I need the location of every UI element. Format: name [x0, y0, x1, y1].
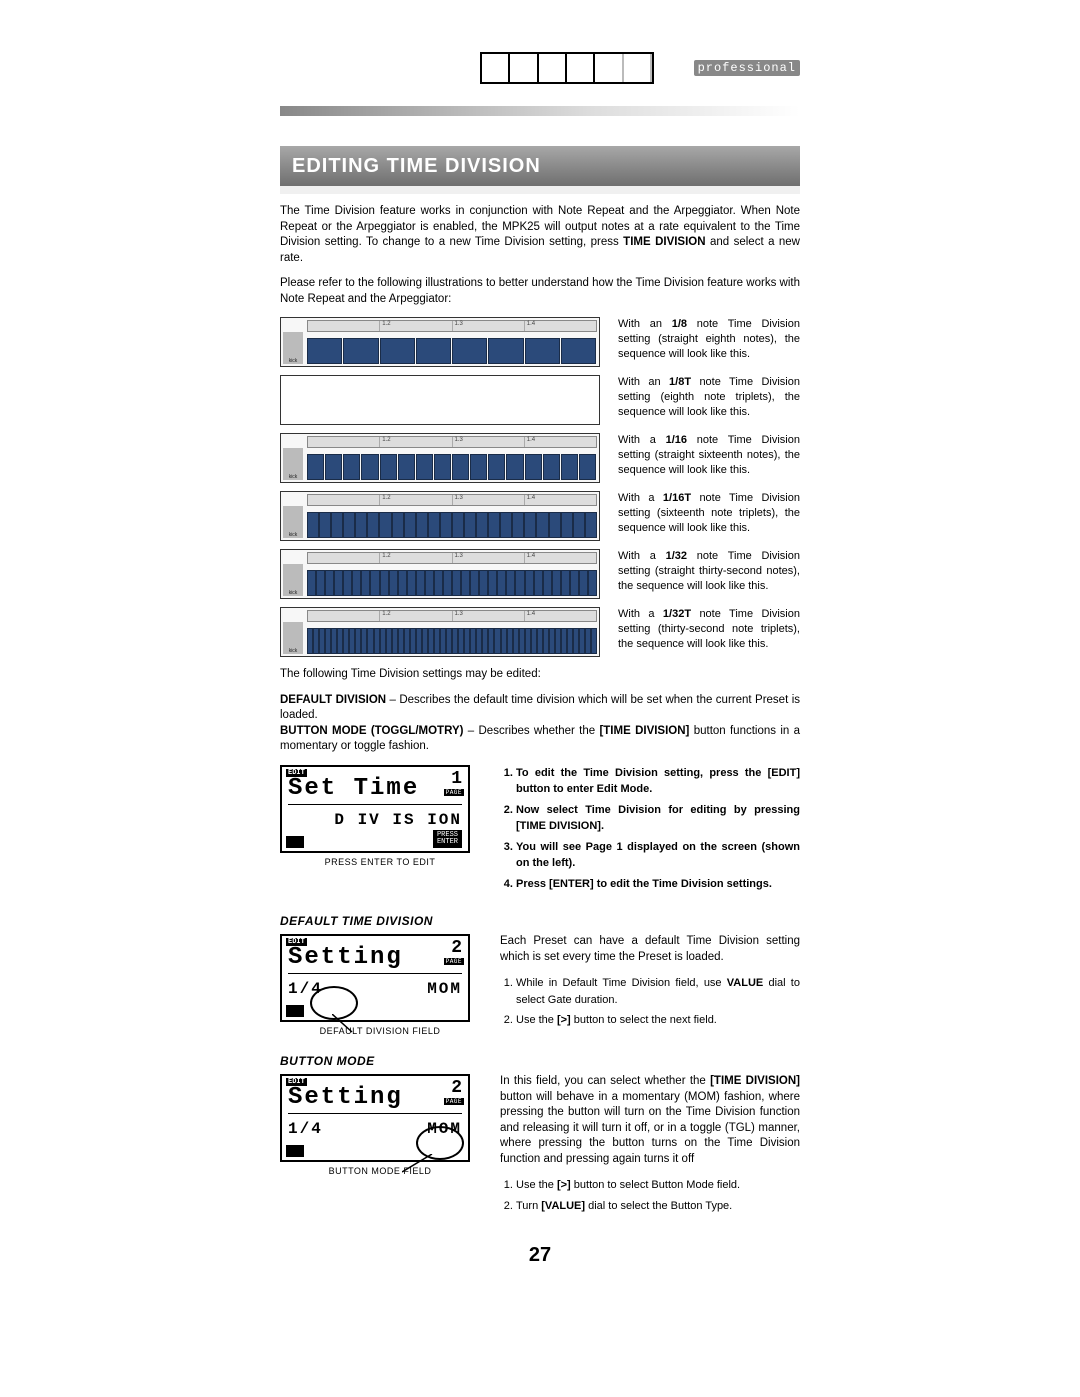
text: – Describes whether the: [463, 725, 599, 737]
sequence-row: 1.21.31.4kick With a 1/16 note Time Divis…: [280, 433, 800, 483]
instruction-column: To edit the Time Division setting, press…: [500, 765, 800, 897]
lcd-page-word: PAGE: [444, 789, 464, 796]
sequence-caption: With an 1/8 note Time Division setting (…: [618, 317, 800, 362]
lcd-row-edit-mode: EDIT 1 PAGE Set Time D IV IS ION PRESS E…: [280, 765, 800, 897]
following-text: The following Time Division settings may…: [280, 667, 800, 683]
sequence-figure: 1.21.31.4kick: [280, 317, 600, 367]
lcd-column: EDIT 2 PAGE Setting 1/4 MOM DEFAULT DIVI…: [280, 934, 480, 1036]
intro-paragraph-2: Please refer to the following illustrati…: [280, 276, 800, 307]
lcd-caption: BUTTON MODE FIELD: [280, 1166, 480, 1176]
pointer-line: [402, 1154, 442, 1174]
step-item: Use the [>] button to select the next fi…: [516, 1012, 800, 1029]
step-item: While in Default Time Division field, us…: [516, 975, 800, 1008]
lcd-line1: Setting: [288, 940, 462, 974]
pointer-line: [332, 1014, 362, 1034]
content-area: EDITING TIME DIVISION The Time Division …: [280, 146, 800, 1267]
sequence-figure: [280, 375, 600, 425]
instruction-column: In this field, you can select whether th…: [500, 1074, 800, 1218]
lcd-page-number: 1: [451, 769, 462, 790]
text: button will behave in a momentary (MOM) …: [500, 1091, 800, 1165]
lcd-screen-set-time: EDIT 1 PAGE Set Time D IV IS ION PRESS E…: [280, 765, 470, 853]
edit-steps-list: To edit the Time Division setting, press…: [516, 765, 800, 893]
sequence-figure: 1.21.31.4kick: [280, 433, 600, 483]
lcd-tag: EDIT: [286, 938, 307, 946]
button-mode-paragraph: In this field, you can select whether th…: [500, 1074, 800, 1167]
kw-time-division: TIME DIVISION: [623, 236, 705, 248]
step-item: To edit the Time Division setting, press…: [516, 765, 800, 798]
lcd-line2-text: D IV IS ION: [334, 811, 462, 829]
sequence-caption: With a 1/16 note Time Division setting (…: [618, 433, 800, 478]
def-button-lead: BUTTON MODE (TOGGL/MOTRY): [280, 725, 463, 737]
brand-label: professional: [694, 60, 800, 76]
lcd-line2: D IV IS ION: [288, 805, 462, 829]
kw-time-division-btn: [TIME DIVISION]: [599, 725, 689, 737]
sequence-caption: With a 1/32T note Time Division setting …: [618, 607, 800, 652]
section-title-underbar: [280, 186, 800, 194]
section-title: EDITING TIME DIVISION: [292, 155, 541, 178]
sequence-figure: 1.21.31.4kick: [280, 549, 600, 599]
subheading-button-mode: BUTTON MODE: [280, 1054, 800, 1068]
sequence-row: 1.21.31.4kick With a 1/32T note Time Divi…: [280, 607, 800, 657]
sequence-figure: 1.21.31.4kick: [280, 607, 600, 657]
lcd-line1: Set Time: [288, 771, 462, 805]
step-item: You will see Page 1 displayed on the scr…: [516, 839, 800, 872]
kw-time-division-btn: [TIME DIVISION]: [710, 1075, 800, 1087]
lcd-column: EDIT 2 PAGE Setting 1/4 MOM BUTTON MODE …: [280, 1074, 480, 1176]
lcd-tag: EDIT: [286, 769, 307, 777]
lcd-val-right: MOM: [427, 980, 462, 998]
header-gradient: [280, 106, 800, 116]
lcd-caption: DEFAULT DIVISION FIELD: [280, 1026, 480, 1036]
lcd-tag: EDIT: [286, 1078, 307, 1086]
lcd-screen-button-mode: EDIT 2 PAGE Setting 1/4 MOM: [280, 1074, 470, 1162]
battery-icon: [286, 1005, 304, 1017]
instruction-column: Each Preset can have a default Time Divi…: [500, 934, 800, 1033]
default-steps-list: While in Default Time Division field, us…: [516, 975, 800, 1029]
lcd-val-left: 1/4: [288, 1120, 323, 1138]
def-default-lead: DEFAULT DIVISION: [280, 694, 386, 706]
press-enter-badge: PRESS ENTER: [433, 830, 462, 848]
manual-page: professional EDITING TIME DIVISION The T…: [0, 0, 1080, 1307]
step-item: Turn [VALUE] dial to select the Button T…: [516, 1198, 800, 1215]
lcd-row-default: EDIT 2 PAGE Setting 1/4 MOM DEFAULT DIVI…: [280, 934, 800, 1036]
header-strip: professional: [280, 48, 800, 98]
battery-icon: [286, 1145, 304, 1157]
definitions-paragraph: DEFAULT DIVISION – Describes the default…: [280, 693, 800, 755]
sequence-row: With an 1/8T note Time Division setting …: [280, 375, 800, 425]
step-item: Now select Time Division for editing by …: [516, 802, 800, 835]
step-item: Press [ENTER] to edit the Time Division …: [516, 876, 800, 893]
sequence-row: 1.21.31.4kick With a 1/16T note Time Divi…: [280, 491, 800, 541]
lcd-screen-default-division: EDIT 2 PAGE Setting 1/4 MOM: [280, 934, 470, 1022]
sequence-caption: With a 1/16T note Time Division setting …: [618, 491, 800, 536]
lcd-page-number: 2: [451, 938, 462, 959]
lcd-column: EDIT 1 PAGE Set Time D IV IS ION PRESS E…: [280, 765, 480, 867]
step-item: Use the [>] button to select Button Mode…: [516, 1177, 800, 1194]
text: In this field, you can select whether th…: [500, 1075, 710, 1087]
page-number: 27: [280, 1244, 800, 1267]
sequence-caption: With a 1/32 note Time Division setting (…: [618, 549, 800, 594]
section-title-bar: EDITING TIME DIVISION: [280, 146, 800, 186]
lcd-page-number: 2: [451, 1078, 462, 1099]
lcd-page-word: PAGE: [444, 958, 464, 965]
device-graphic: [480, 52, 654, 84]
lcd-line1: Setting: [288, 1080, 462, 1114]
subheading-default: DEFAULT TIME DIVISION: [280, 914, 800, 928]
lcd-row-button-mode: EDIT 2 PAGE Setting 1/4 MOM BUTTON MODE …: [280, 1074, 800, 1218]
sequence-figure: 1.21.31.4kick: [280, 491, 600, 541]
battery-icon: [286, 836, 304, 848]
default-paragraph: Each Preset can have a default Time Divi…: [500, 934, 800, 965]
sequence-illustrations: 1.21.31.4kick With an 1/8 note Time Divis…: [280, 317, 800, 657]
sequence-row: 1.21.31.4kick With a 1/32 note Time Divis…: [280, 549, 800, 599]
lcd-caption: PRESS ENTER TO EDIT: [280, 857, 480, 867]
intro-paragraph-1: The Time Division feature works in conju…: [280, 204, 800, 266]
sequence-row: 1.21.31.4kick With an 1/8 note Time Divis…: [280, 317, 800, 367]
lcd-page-word: PAGE: [444, 1098, 464, 1105]
sequence-caption: With an 1/8T note Time Division setting …: [618, 375, 800, 420]
button-steps-list: Use the [>] button to select Button Mode…: [516, 1177, 800, 1214]
